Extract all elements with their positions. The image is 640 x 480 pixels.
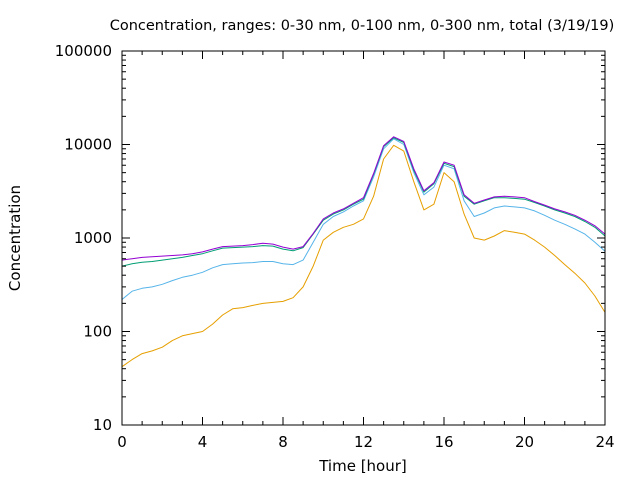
tick-layer: 0 4 8 12 16 20 24 10 100 1000 10000 100000 bbox=[55, 42, 615, 451]
x-axis-label: Time [hour] bbox=[318, 457, 407, 475]
plot-frame bbox=[121, 50, 606, 426]
x-tick-label: 12 bbox=[354, 433, 373, 451]
x-tick-label: 16 bbox=[434, 433, 453, 451]
y-tick-label: 1000 bbox=[74, 229, 112, 247]
x-tick-label: 20 bbox=[515, 433, 534, 451]
y-tick-label: 100 bbox=[83, 323, 112, 341]
series-line-1 bbox=[121, 144, 606, 368]
x-tick-label: 0 bbox=[117, 433, 127, 451]
series-line-2 bbox=[121, 138, 606, 300]
y-axis-label: Concentration bbox=[6, 185, 24, 291]
chart-title: Concentration, ranges: 0-30 nm, 0-100 nm… bbox=[110, 18, 615, 34]
y-tick-label: 100000 bbox=[55, 42, 112, 60]
y-tick-label: 10000 bbox=[64, 136, 112, 154]
x-tick-label: 8 bbox=[278, 433, 288, 451]
y-tick-label: 10 bbox=[93, 416, 112, 434]
series-layer bbox=[121, 136, 606, 368]
x-tick-label: 24 bbox=[595, 433, 614, 451]
x-tick-label: 4 bbox=[198, 433, 208, 451]
series-line-4 bbox=[121, 136, 606, 261]
series-line-3 bbox=[121, 137, 606, 267]
